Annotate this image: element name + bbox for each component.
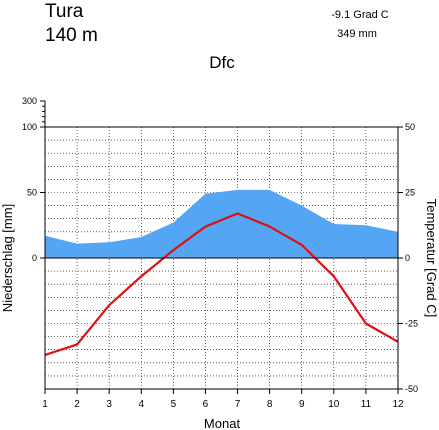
- right-tick-label: 50: [405, 122, 415, 132]
- annual-precipitation: 349 mm: [337, 28, 377, 40]
- right-axis-label: Temperatur [Grad C]: [424, 199, 439, 318]
- station-name: Tura: [45, 1, 84, 22]
- x-tick-label: 1: [42, 399, 48, 410]
- left-axis-label: Niederschlag [mm]: [0, 204, 15, 312]
- right-tick-label: -25: [405, 319, 418, 329]
- x-tick-label: 7: [235, 399, 241, 410]
- temperature-line-layer: [44, 212, 399, 356]
- left-tick-label: 300: [22, 96, 37, 106]
- x-tick-label: 9: [299, 399, 305, 410]
- x-tick-label: 10: [328, 399, 340, 410]
- precipitation-area: [45, 189, 398, 258]
- right-tick-label: 0: [405, 253, 410, 263]
- x-tick-label: 5: [171, 399, 177, 410]
- x-tick-label: 4: [138, 399, 144, 410]
- precipitation-area-layer: [45, 189, 398, 258]
- x-tick-label: 12: [392, 399, 404, 410]
- x-tick-label: 11: [361, 399, 372, 410]
- station-elevation: 140 m: [45, 25, 98, 46]
- right-tick-label: 25: [405, 188, 415, 198]
- x-tick-label: 8: [267, 399, 273, 410]
- climate-class: Dfc: [209, 53, 235, 72]
- x-tick-label: 3: [106, 399, 112, 410]
- x-tick-label: 6: [203, 399, 209, 410]
- x-axis-label: Monat: [204, 416, 241, 430]
- left-tick-label: 50: [27, 188, 37, 198]
- left-tick-label: 0: [32, 253, 37, 263]
- temperature-line: [44, 212, 399, 356]
- axes: [40, 100, 403, 394]
- x-tick-label: 2: [74, 399, 80, 410]
- right-tick-label: -50: [405, 384, 418, 394]
- left-tick-label: 100: [22, 122, 37, 132]
- mean-temperature: -9.1 Grad C: [331, 9, 389, 21]
